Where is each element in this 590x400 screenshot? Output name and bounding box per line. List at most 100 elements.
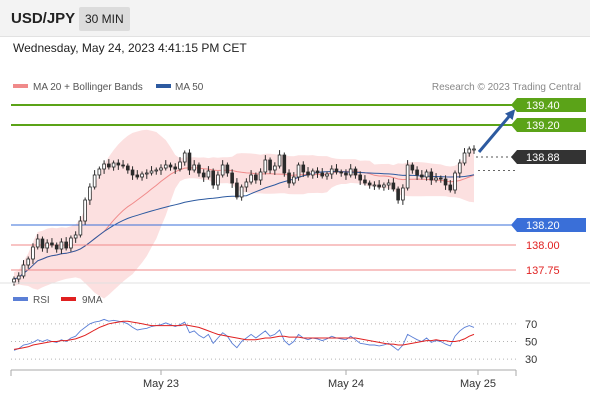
candle — [159, 164, 163, 175]
candle — [168, 162, 173, 171]
candle — [26, 256, 31, 269]
level-badge-pointer-139.20 — [511, 118, 517, 132]
candle — [178, 157, 182, 172]
price-levels: 139.40 139.20 138.88 138.20 138.00 137.75 — [11, 98, 586, 277]
timeframe-button[interactable]: 30 MIN — [79, 7, 130, 31]
candle-body — [405, 164, 410, 189]
candle — [467, 146, 472, 157]
candle — [429, 168, 434, 185]
candle — [396, 186, 400, 204]
candle-body — [216, 174, 220, 186]
candle — [282, 152, 287, 177]
candle-body — [268, 159, 272, 171]
candle-body — [69, 237, 73, 249]
candle-body — [225, 164, 230, 174]
candle-body — [391, 182, 396, 190]
candle-body — [21, 264, 26, 277]
candle — [45, 239, 50, 253]
candle-body — [367, 182, 372, 186]
candle — [263, 155, 268, 175]
candle — [254, 172, 258, 184]
rsi-9ma-line — [13, 320, 475, 350]
candle — [320, 168, 325, 179]
candle-body — [111, 162, 116, 168]
candle — [424, 169, 429, 181]
candle-body — [410, 164, 415, 171]
candle — [329, 165, 334, 179]
level-label-137.75: 137.75 — [526, 265, 560, 277]
candle-body — [325, 173, 329, 177]
level-badge-138.88 — [517, 150, 586, 164]
candle — [59, 238, 64, 254]
moving-averages — [13, 167, 475, 280]
research-credit: Research © 2023 Trading Central — [432, 82, 581, 93]
candle-body — [12, 278, 16, 283]
candle — [201, 169, 206, 182]
candle — [21, 260, 26, 279]
candle — [438, 175, 443, 183]
candle — [135, 170, 140, 180]
candle — [315, 167, 320, 178]
rsi-tick-30: 30 — [525, 354, 537, 366]
candle-body — [220, 164, 225, 176]
candle — [97, 166, 102, 179]
candle-body — [420, 174, 424, 178]
candle — [149, 166, 154, 176]
candle — [182, 150, 187, 166]
candle — [443, 175, 448, 190]
candle-body — [358, 174, 362, 181]
candle — [306, 167, 310, 178]
level-label-138.20: 138.20 — [526, 220, 560, 232]
candle — [434, 173, 438, 183]
candle — [54, 242, 59, 253]
candle-body — [116, 162, 121, 166]
candle-body — [97, 168, 102, 176]
candle-body — [102, 163, 106, 170]
candle — [197, 162, 201, 177]
candle — [31, 243, 35, 264]
candle-body — [244, 181, 249, 188]
candle — [154, 167, 159, 175]
candle — [334, 164, 339, 175]
candle-body — [144, 172, 149, 175]
candle — [88, 183, 92, 205]
candle — [363, 175, 367, 186]
candle-body — [472, 148, 476, 151]
candle-body — [363, 179, 367, 184]
candle — [69, 235, 73, 252]
candle-body — [310, 170, 315, 176]
candle-body — [135, 174, 140, 178]
candle-body — [201, 172, 206, 178]
candle — [206, 166, 211, 180]
candle — [107, 159, 111, 170]
candle-body — [415, 169, 419, 176]
candle — [249, 170, 253, 185]
level-badge-139.20 — [517, 118, 586, 132]
candle-body — [453, 172, 457, 191]
candle — [377, 180, 381, 190]
candle-body — [457, 162, 462, 174]
candle-body — [386, 182, 391, 186]
candle — [457, 159, 462, 178]
candle-body — [31, 246, 35, 260]
candle-body — [372, 184, 377, 187]
candle-body — [83, 199, 87, 222]
candle-body — [291, 176, 296, 184]
legend-swatch-bollinger — [13, 84, 28, 88]
candle-body — [424, 171, 429, 178]
candle — [367, 180, 372, 189]
candle-body — [443, 178, 448, 186]
candle-body — [287, 172, 291, 184]
candle-body — [92, 174, 97, 188]
candle-body — [59, 241, 64, 250]
candle-body — [130, 169, 135, 176]
candle — [358, 171, 362, 185]
candle — [12, 276, 16, 286]
candle-body — [320, 172, 325, 177]
ma50-line — [13, 170, 475, 280]
candle-body — [64, 241, 68, 249]
candle — [173, 163, 178, 174]
candle — [225, 162, 230, 177]
candle — [291, 172, 296, 186]
candle — [325, 171, 329, 180]
